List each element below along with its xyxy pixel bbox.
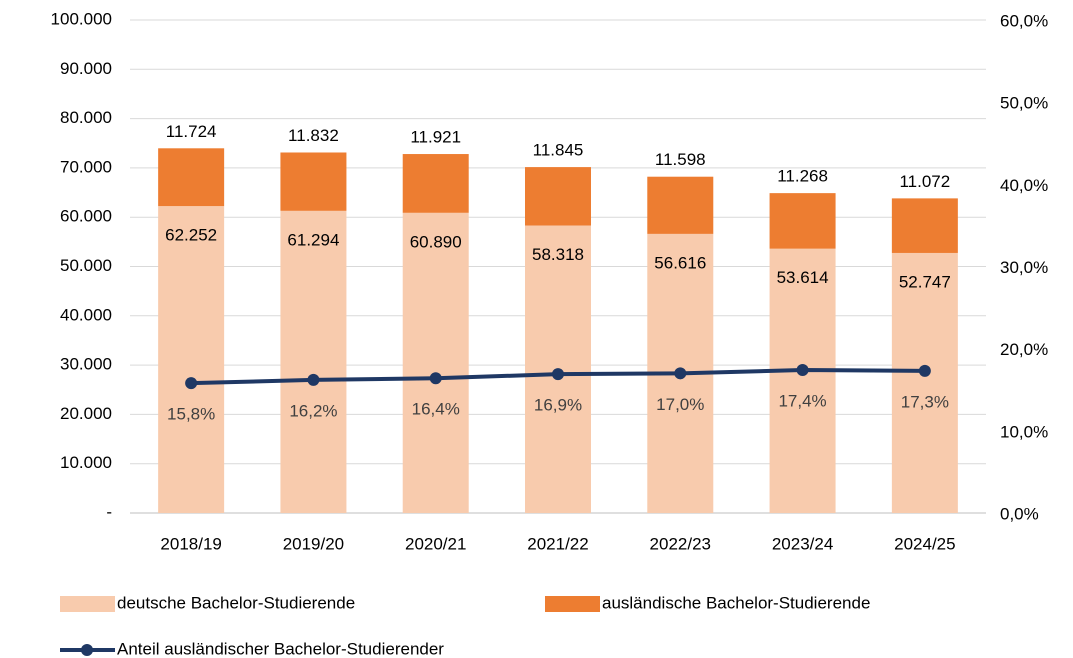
bar-segment (891, 198, 958, 253)
legend-label: deutsche Bachelor-Studierende (117, 593, 355, 612)
x-tick-label: 2018/19 (160, 534, 221, 553)
y2-tick-label: 30,0% (1000, 258, 1048, 277)
bar-segment (280, 152, 347, 211)
data-label: 11.832 (288, 126, 339, 145)
data-label: 61.294 (287, 230, 339, 249)
legend-marker (81, 644, 93, 656)
y-tick-label: 40.000 (60, 305, 112, 324)
x-tick-label: 2021/22 (527, 534, 588, 553)
y2-tick-label: 20,0% (1000, 340, 1048, 359)
data-label: 17,0% (656, 395, 704, 414)
x-tick-label: 2024/25 (894, 534, 955, 553)
bar-segment (769, 248, 836, 513)
y-tick-label: 60.000 (60, 207, 112, 226)
bar-segment (402, 212, 469, 513)
data-label: 11.845 (533, 141, 584, 160)
y-tick-label: 20.000 (60, 404, 112, 423)
y2-tick-label: 60,0% (1000, 11, 1048, 30)
y2-tick-label: 10,0% (1000, 422, 1048, 441)
y-tick-label: 90.000 (60, 59, 112, 78)
data-label: 11.921 (410, 128, 461, 147)
bar-segment (158, 206, 225, 513)
legend-swatch (60, 596, 115, 612)
line-marker (307, 373, 320, 386)
y-tick-label: 30.000 (60, 355, 112, 374)
bar-segment (525, 167, 591, 226)
x-tick-label: 2020/21 (405, 534, 466, 553)
line-marker (185, 377, 198, 390)
legend-swatch (545, 596, 600, 612)
bar-segment (402, 154, 469, 213)
data-label: 16,4% (412, 400, 460, 419)
data-label: 62.252 (165, 226, 217, 245)
y-tick-label: 50.000 (60, 256, 112, 275)
y-tick-label: 10.000 (60, 453, 112, 472)
data-label: 11.072 (899, 172, 950, 191)
legend-label: ausländische Bachelor-Studierende (602, 593, 870, 612)
bar-segment (769, 193, 836, 249)
bar-segment (647, 176, 714, 234)
data-label: 58.318 (532, 245, 584, 264)
data-label: 53.614 (777, 268, 829, 287)
bar-segment (158, 148, 225, 207)
data-label: 52.747 (899, 272, 951, 291)
x-tick-label: 2023/24 (772, 534, 833, 553)
data-label: 17,4% (778, 392, 826, 411)
data-label: 17,3% (901, 392, 949, 411)
line-marker (918, 364, 931, 377)
line-marker (552, 368, 564, 381)
data-label: 11.598 (655, 150, 706, 169)
y2-tick-label: 40,0% (1000, 176, 1048, 195)
data-label: 11.268 (777, 167, 828, 186)
y2-tick-label: 50,0% (1000, 94, 1048, 113)
y2-tick-label: 0,0% (1000, 504, 1039, 523)
x-tick-label: 2019/20 (283, 534, 344, 553)
y-tick-label: 100.000 (51, 9, 112, 28)
data-label: 16,9% (534, 396, 582, 415)
x-tick-label: 2022/23 (650, 534, 711, 553)
data-label: 56.616 (654, 253, 706, 272)
line-marker (674, 367, 687, 380)
data-label: 11.724 (166, 122, 217, 141)
line-marker (796, 364, 809, 377)
line-marker (429, 372, 442, 385)
bar-segment (891, 252, 958, 514)
legend-label: Anteil ausländischer Bachelor-Studierend… (117, 639, 444, 658)
y-tick-label: - (106, 502, 112, 521)
data-label: 16,2% (289, 401, 337, 420)
y-tick-label: 70.000 (60, 157, 112, 176)
y-tick-label: 80.000 (60, 108, 112, 127)
bar-segment (280, 210, 347, 513)
data-label: 15,8% (167, 405, 215, 424)
data-label: 60.890 (410, 232, 462, 251)
